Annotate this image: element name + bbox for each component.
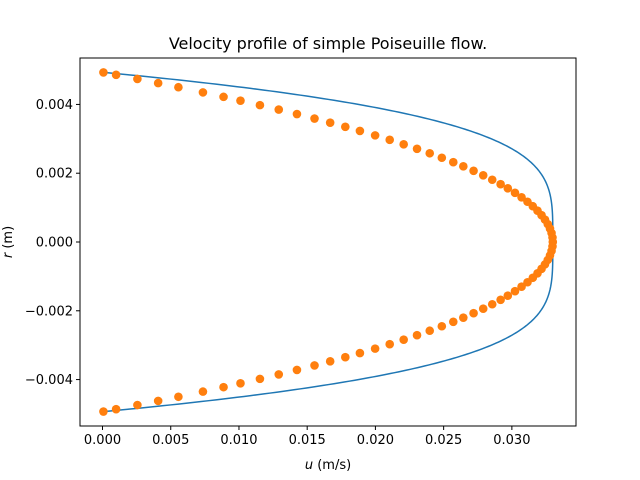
y-axis: −0.004 −0.002 0.000 0.002 0.004 (25, 98, 80, 388)
scatter-point (496, 295, 505, 305)
series-scatter-points (99, 68, 558, 416)
scatter-point (425, 326, 435, 336)
scatter-point (292, 365, 302, 375)
scatter-point (496, 179, 505, 189)
scatter-point (370, 344, 380, 353)
scatter-point (99, 68, 108, 77)
series-layer (99, 68, 558, 416)
y-axis-variable: r (1, 251, 16, 258)
scatter-point (478, 170, 488, 180)
scatter-point (399, 335, 408, 344)
scatter-point (459, 313, 468, 322)
scatter-point (503, 291, 513, 300)
scatter-point (325, 118, 335, 127)
scatter-point (153, 78, 163, 88)
scatter-point (425, 148, 435, 158)
scatter-point (517, 192, 526, 202)
scatter-point (412, 330, 422, 340)
scatter-point (437, 321, 447, 331)
scatter-point (236, 379, 245, 388)
scatter-point (448, 317, 458, 327)
scatter-point (517, 282, 526, 292)
scatter-point (478, 304, 488, 314)
x-tick-label: 0.005 (152, 433, 189, 448)
y-tick-label: 0.000 (36, 236, 73, 251)
scatter-point (503, 184, 513, 193)
scatter-point (153, 396, 163, 406)
y-axis-label: r (m) (1, 226, 16, 258)
x-tick-label: 0.010 (220, 433, 257, 448)
scatter-point (292, 109, 302, 119)
scatter-point (255, 100, 265, 110)
scatter-point (219, 382, 228, 392)
scatter-point (448, 157, 458, 167)
x-tick-label: 0.015 (289, 433, 326, 448)
scatter-point (370, 131, 380, 140)
x-tick-label: 0.025 (425, 433, 462, 448)
x-axis-label: u (m/s) (305, 458, 351, 473)
scatter-point (385, 135, 395, 145)
scatter-point (174, 82, 183, 92)
scatter-point (174, 392, 183, 402)
scatter-point (219, 92, 228, 102)
x-tick-label: 0.030 (493, 433, 530, 448)
scatter-point (310, 361, 319, 370)
scatter-point (385, 339, 395, 349)
scatter-point (510, 188, 520, 198)
plot-area (80, 58, 576, 426)
scatter-point (355, 126, 365, 136)
scatter-point (198, 88, 208, 97)
scatter-point (459, 162, 468, 171)
scatter-point (133, 400, 142, 410)
y-axis-unit: (m) (1, 226, 16, 253)
scatter-point (236, 96, 245, 105)
y-tick-label: 0.004 (36, 98, 73, 113)
x-axis: 0.000 0.005 0.010 0.015 0.020 0.025 0.030 (84, 426, 530, 448)
scatter-point (437, 153, 447, 163)
scatter-point (111, 404, 121, 414)
scatter-point (274, 105, 284, 114)
scatter-point (523, 277, 532, 287)
x-axis-variable: u (305, 458, 313, 473)
scatter-point (133, 74, 142, 84)
scatter-point (412, 144, 422, 154)
y-tick-label: 0.002 (36, 167, 73, 182)
scatter-point (99, 407, 108, 416)
scatter-point (325, 357, 335, 366)
x-tick-label: 0.000 (84, 433, 121, 448)
scatter-point (255, 374, 265, 384)
scatter-point (399, 140, 408, 149)
x-axis-unit: (m/s) (313, 458, 351, 473)
scatter-point (510, 286, 520, 296)
scatter-point (198, 387, 208, 396)
scatter-point (341, 122, 350, 132)
scatter-point (487, 175, 497, 185)
scatter-point (469, 308, 478, 318)
y-tick-label: −0.002 (25, 304, 73, 319)
scatter-point (341, 352, 350, 362)
scatter-point (469, 166, 478, 176)
x-tick-label: 0.020 (357, 433, 394, 448)
scatter-point (111, 70, 121, 80)
y-tick-label: −0.004 (25, 373, 73, 388)
scatter-point (355, 348, 365, 358)
scatter-point (487, 299, 497, 309)
scatter-point (274, 370, 284, 379)
chart-title: Velocity profile of simple Poiseuille fl… (169, 34, 487, 53)
scatter-point (310, 114, 319, 123)
